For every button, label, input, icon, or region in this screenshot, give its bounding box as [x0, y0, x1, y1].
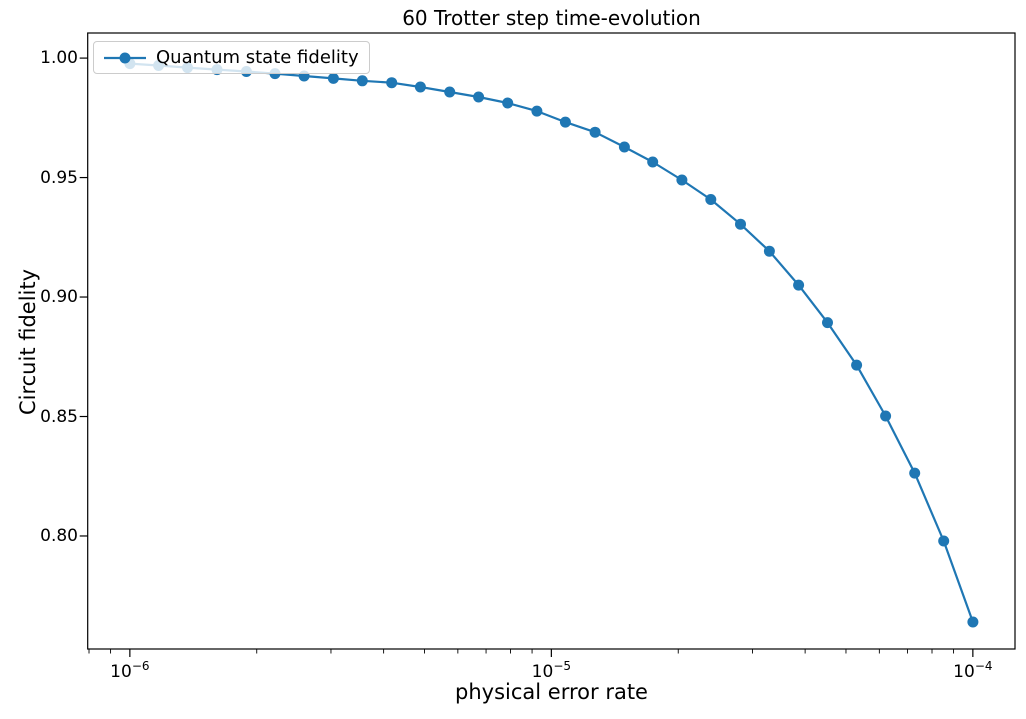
data-point-marker: [676, 174, 688, 186]
data-point-marker: [386, 77, 398, 89]
y-axis-label: Circuit fidelity: [16, 268, 40, 416]
data-point-marker: [473, 91, 485, 103]
y-tick-label: 0.80: [40, 525, 78, 546]
data-point-marker: [967, 616, 979, 628]
data-point-marker: [909, 467, 921, 479]
chart-title: 60 Trotter step time-evolution: [402, 6, 701, 30]
data-point-marker: [647, 156, 659, 168]
data-point-marker: [735, 218, 746, 230]
data-point-marker: [618, 141, 630, 153]
data-point-marker: [589, 126, 601, 138]
y-tick-label: 0.85: [40, 406, 78, 427]
data-point-marker: [880, 410, 892, 422]
data-point-marker: [327, 72, 339, 84]
y-tick-label: 0.95: [40, 167, 78, 188]
data-point-marker: [938, 535, 950, 547]
data-point-marker: [502, 97, 514, 109]
legend-label: Quantum state fidelity: [156, 47, 359, 68]
y-tick-label: 0.90: [40, 287, 78, 308]
data-point-marker: [851, 359, 863, 371]
x-tick-label: 10−4: [953, 659, 993, 682]
y-tick-label: 1.00: [40, 48, 78, 69]
legend-line-marker-icon: [104, 52, 146, 63]
x-tick-label: 10−6: [110, 659, 150, 682]
legend: Quantum state fidelity: [93, 41, 370, 74]
data-point-marker: [822, 317, 833, 329]
data-point-marker: [356, 75, 368, 87]
data-point-marker: [793, 279, 805, 291]
data-point-marker: [763, 245, 775, 257]
axes-frame: [87, 32, 1016, 650]
data-point-marker: [444, 86, 456, 98]
x-axis-label: physical error rate: [455, 680, 648, 704]
series-line: [128, 62, 974, 624]
data-point-marker: [559, 116, 571, 128]
data-point-marker: [705, 194, 717, 205]
data-point-marker: [531, 105, 543, 117]
data-point-marker: [414, 81, 426, 93]
x-tick-label: 10−5: [531, 659, 572, 682]
